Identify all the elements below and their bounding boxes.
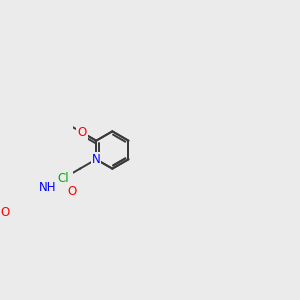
Text: O: O [78, 126, 87, 139]
Text: NH: NH [39, 181, 56, 194]
Text: Cl: Cl [57, 172, 69, 185]
Text: N: N [92, 153, 100, 166]
Text: O: O [76, 125, 86, 138]
Text: O: O [0, 206, 10, 218]
Text: O: O [67, 185, 76, 198]
